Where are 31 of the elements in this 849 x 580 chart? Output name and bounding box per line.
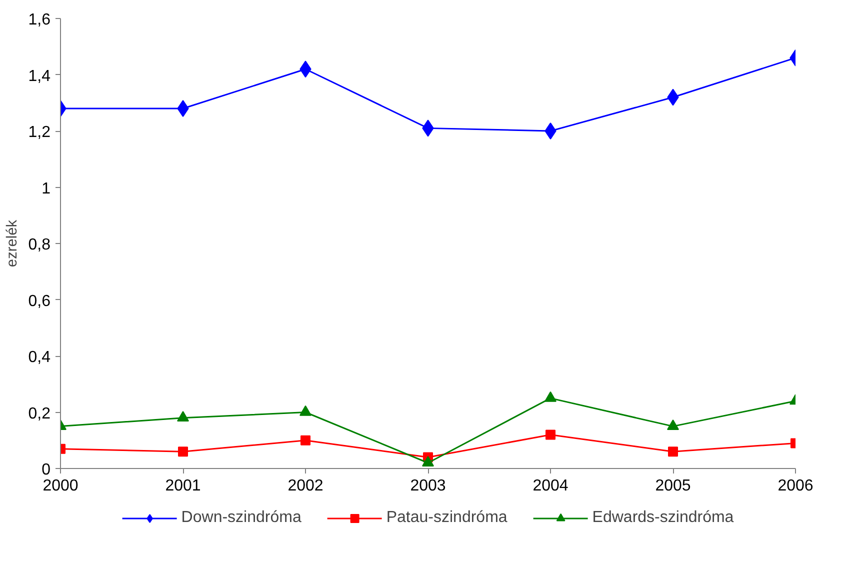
x-tick-label: 2001 [165,478,201,494]
point [300,405,312,416]
y-tick-label: 1,4 [28,68,51,85]
y-tick-label: 0 [42,462,51,478]
y-tick-label: 0,4 [28,349,51,366]
x-tick-label: 2002 [288,478,324,494]
y-tick-label: 1,2 [28,124,51,141]
point [668,446,678,457]
x-tick-label: 2005 [655,478,691,494]
point [177,100,189,117]
point [300,435,310,446]
point [178,446,188,457]
point [667,419,679,430]
x-tick-label: 2000 [42,478,78,494]
y-tick-label: 0,6 [28,292,51,310]
y-tick-label: 0,8 [28,236,51,254]
y-axis-title: ezrelék [4,219,20,268]
x-tick-label: 2003 [410,478,446,494]
point [422,456,434,467]
legend-label: Edwards-szindróma [592,509,734,527]
x-tick-label: 2006 [778,478,814,494]
point [546,430,556,440]
legend-label: Down-szindróma [181,509,302,527]
point [177,411,189,422]
point [544,122,556,140]
x-tick-label: 2004 [532,478,568,494]
point [544,391,556,402]
y-tick-label: 1,6 [28,12,51,28]
legend-label: Patau-szindróma [386,509,508,527]
y-tick-label: 0,2 [28,405,51,422]
y-tick-label: 1 [42,180,51,198]
